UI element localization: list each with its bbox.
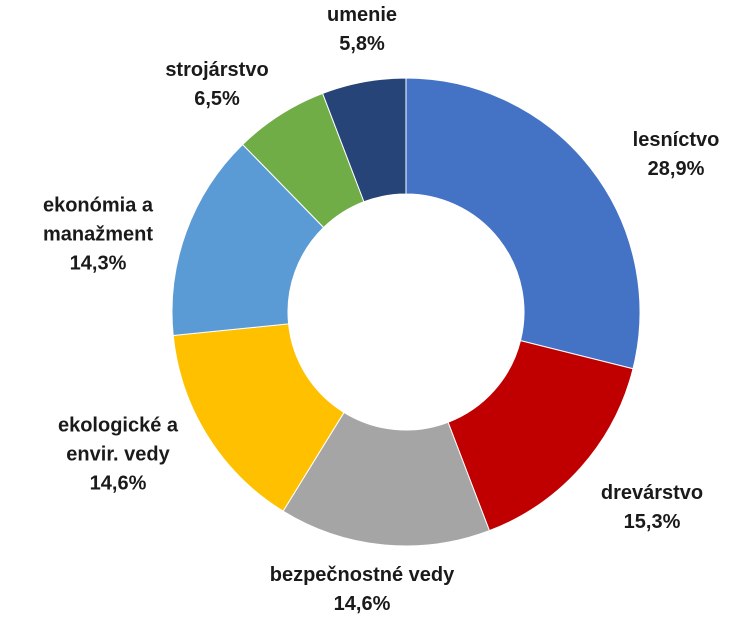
donut-slice: [282, 411, 491, 547]
category-label: ekonómia a manažment: [42, 194, 154, 246]
donut-slice: [172, 323, 345, 512]
donut-slice: [171, 143, 325, 337]
slice-label: umenie 5,8%: [302, 1, 422, 59]
slice-label: ekologické a envir. vedy 14,6%: [33, 412, 203, 499]
slice-label: lesníctvo 28,9%: [596, 126, 733, 184]
category-label: drevárstvo: [600, 482, 704, 504]
value-label: 14,6%: [333, 593, 391, 615]
value-label: 5,8%: [339, 33, 385, 55]
category-label: ekologické a envir. vedy: [57, 414, 179, 466]
donut-slice: [405, 77, 641, 370]
value-label: 28,9%: [647, 158, 705, 180]
donut-slice: [447, 340, 634, 532]
slice-label: ekonómia a manažment 14,3%: [8, 192, 188, 279]
donut-slice: [321, 77, 407, 203]
slice-label: bezpečnostné vedy 14,6%: [222, 561, 502, 619]
category-label: lesníctvo: [632, 129, 720, 151]
category-label: bezpečnostné vedy: [269, 564, 455, 586]
value-label: 6,5%: [194, 88, 240, 110]
slice-label: drevárstvo 15,3%: [572, 479, 732, 537]
category-label: umenie: [326, 4, 398, 26]
category-label: strojárstvo: [165, 59, 269, 81]
slice-label: strojárstvo 6,5%: [137, 56, 297, 114]
value-label: 14,6%: [89, 472, 147, 495]
value-label: 14,3%: [69, 252, 127, 275]
value-label: 15,3%: [623, 511, 681, 533]
